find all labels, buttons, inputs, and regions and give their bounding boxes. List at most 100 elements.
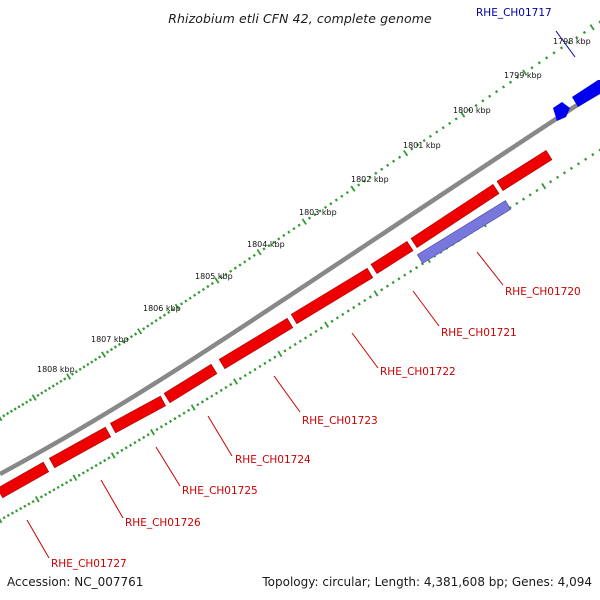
inner-tick (6, 513, 10, 518)
outer-tick (301, 218, 307, 225)
outer-tick (403, 149, 409, 157)
inner-tick (258, 364, 262, 369)
inner-tick (238, 376, 242, 381)
inner-tick (103, 458, 107, 463)
forward-gene-arrow (290, 267, 374, 325)
inner-tick (373, 290, 379, 297)
inner-tick (64, 481, 69, 485)
ruler-label: 1800 kbp (453, 106, 491, 115)
outer-tick (422, 138, 426, 143)
inner-tick (268, 358, 272, 362)
outer-tick (193, 293, 197, 297)
ruler-label: 1807 kbp (91, 335, 129, 344)
inner-tick (190, 404, 196, 411)
inner-tick (31, 499, 35, 504)
outer-tick (460, 111, 466, 118)
gene-leader-line (100, 479, 124, 519)
inner-tick (77, 473, 81, 477)
outer-tick (6, 411, 10, 416)
inner-tick (515, 201, 519, 206)
inner-tick (224, 385, 228, 390)
inner-tick (263, 361, 267, 365)
outer-tick (154, 319, 158, 323)
inner-tick (205, 397, 209, 401)
inner-tick (335, 316, 339, 320)
inner-tick (303, 336, 308, 340)
outer-tick (113, 345, 117, 349)
outer-tick (559, 46, 564, 50)
outer-tick (197, 290, 201, 294)
gene-label: RHE_CH01725 (182, 485, 258, 497)
outer-tick (167, 310, 171, 314)
outer-tick (125, 337, 130, 341)
ruler-label: 1805 kbp (195, 272, 233, 281)
outer-tick (272, 240, 276, 244)
outer-tick (86, 362, 90, 367)
gene-label: RHE_CH01723 (302, 415, 378, 427)
outer-tick (454, 117, 458, 121)
outer-tick (575, 36, 579, 40)
gene-leader-line (476, 251, 504, 286)
outer-tick (567, 41, 571, 45)
inner-tick (298, 339, 302, 343)
inner-tick (219, 388, 223, 392)
outer-tick (40, 391, 44, 395)
outer-tick (0, 416, 3, 422)
outer-tick (386, 163, 390, 167)
outer-tick (441, 126, 445, 130)
outer-tick (101, 351, 107, 358)
inner-tick (229, 382, 233, 387)
outer-tick (121, 340, 125, 344)
outer-tick (267, 243, 271, 248)
outer-tick (90, 360, 94, 364)
outer-tick (380, 167, 384, 171)
outer-tick (516, 75, 520, 80)
outer-tick (17, 405, 21, 409)
outer-tick (44, 389, 48, 393)
gene-leader-line (155, 446, 181, 487)
outer-tick (179, 302, 184, 306)
ruler-label: 1803 kbp (299, 208, 337, 217)
inner-tick (210, 394, 214, 398)
inner-tick (0, 518, 3, 524)
inner-tick (363, 298, 367, 303)
inner-tick (150, 428, 155, 436)
outer-tick (368, 175, 372, 179)
inner-tick (107, 456, 111, 460)
outer-tick (219, 275, 224, 280)
inner-tick (52, 488, 56, 492)
gene-label: RHE_CH01724 (235, 454, 311, 466)
inner-tick (569, 166, 574, 170)
inner-tick (15, 509, 19, 513)
inner-tick (352, 305, 356, 310)
outer-tick (129, 335, 134, 339)
inner-tick (562, 171, 567, 175)
outer-tick (162, 313, 167, 317)
outer-tick (589, 24, 595, 31)
outer-tick (357, 183, 361, 187)
outer-tick (70, 372, 74, 376)
reverse-gene-arrow (553, 102, 570, 121)
outer-tick (467, 108, 471, 112)
outer-tick (277, 237, 281, 241)
outer-tick (243, 260, 247, 264)
outer-tick (55, 382, 59, 386)
outer-tick (51, 384, 55, 388)
outer-tick (229, 269, 233, 273)
inner-tick (56, 485, 60, 490)
ruler-label: 1802 kbp (351, 175, 389, 184)
inner-tick (233, 378, 239, 385)
reverse-gene-arrow (572, 80, 600, 107)
ruler-label: 1808 kbp (37, 365, 75, 374)
outer-tick (362, 179, 366, 183)
outer-tick (25, 400, 29, 404)
gene-features (0, 80, 600, 499)
inner-tick (81, 471, 85, 475)
outer-tick (2, 414, 6, 418)
inner-tick (283, 349, 287, 353)
outer-tick (109, 347, 114, 352)
inner-tick (60, 483, 64, 487)
inner-tick (277, 350, 283, 358)
outer-tick (262, 247, 266, 251)
outer-tick (78, 367, 82, 371)
